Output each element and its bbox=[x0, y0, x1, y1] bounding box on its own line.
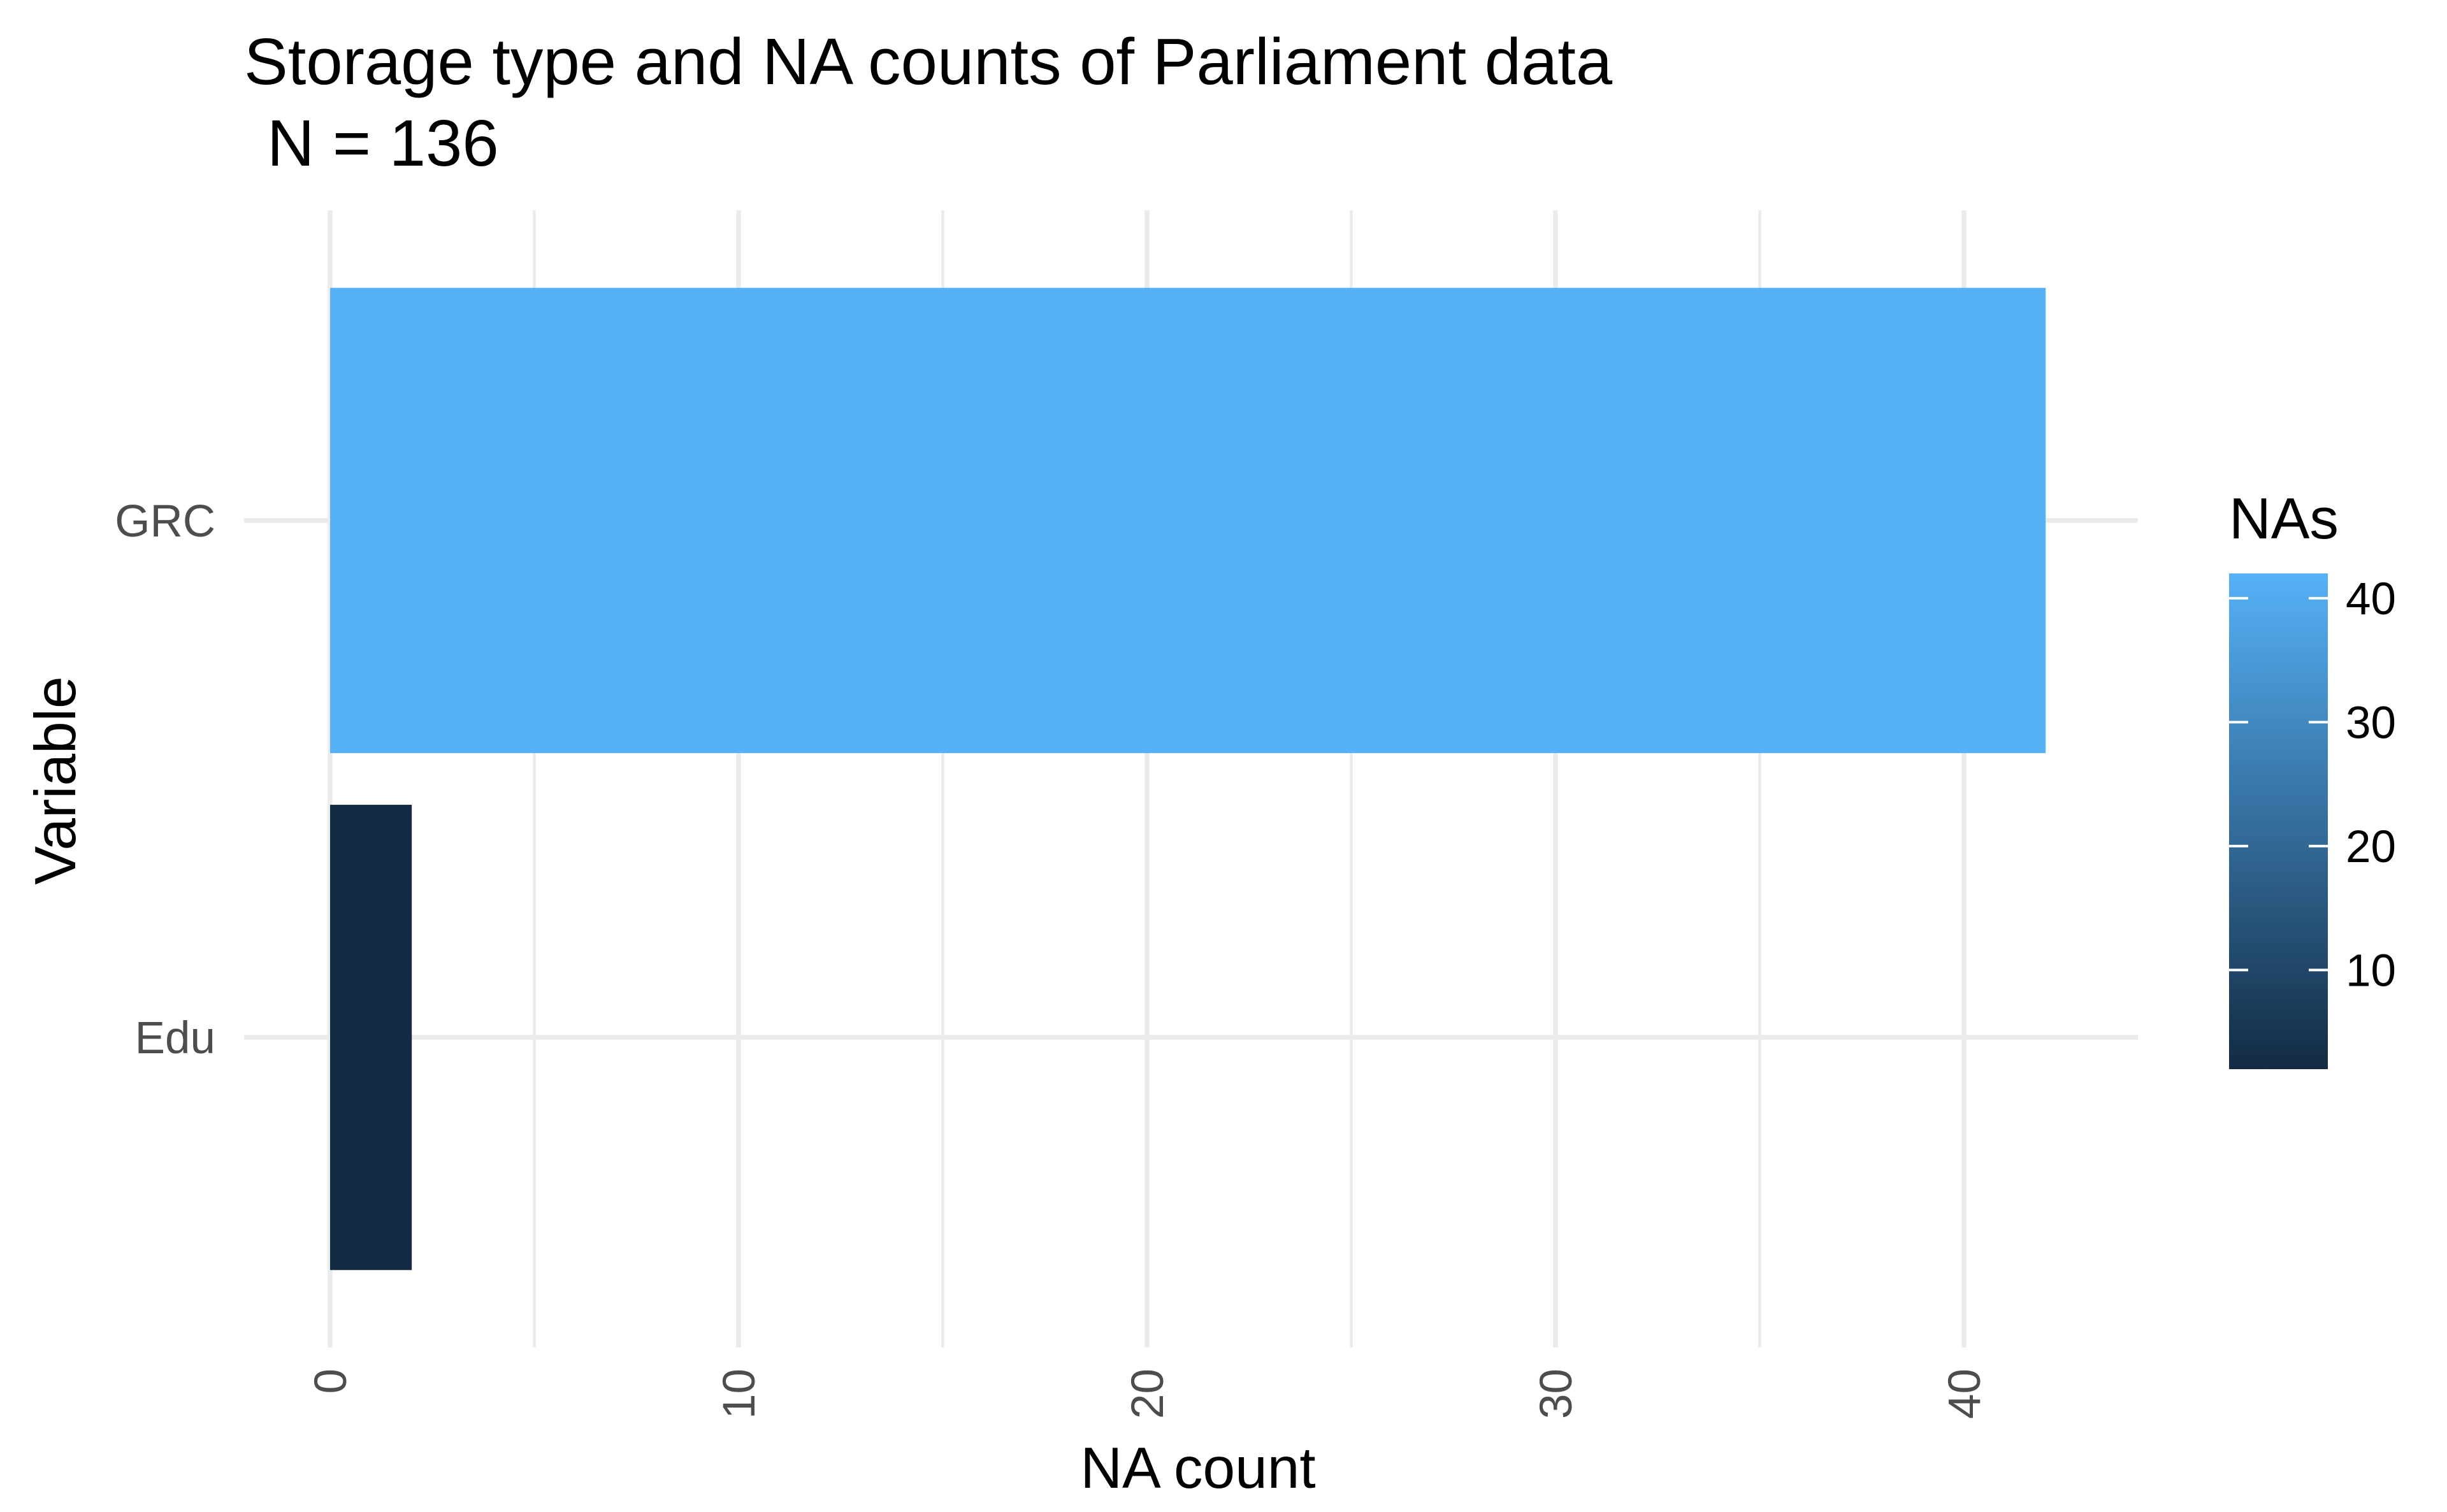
bar-edu bbox=[330, 805, 412, 1271]
legend: NAs 10 20 30 40 bbox=[2229, 487, 2396, 1069]
legend-tick-label: 30 bbox=[2346, 698, 2396, 748]
x-tick-label: 40 bbox=[1940, 1369, 1990, 1419]
legend-colorbar bbox=[2229, 573, 2328, 1069]
y-tick-label: Edu bbox=[135, 1013, 215, 1063]
y-axis-ticks: Edu GRC bbox=[115, 496, 215, 1063]
x-tick-label: 30 bbox=[1531, 1369, 1582, 1419]
x-tick-label: 10 bbox=[714, 1369, 765, 1419]
y-tick-label: GRC bbox=[115, 496, 215, 547]
x-axis-ticks: 0 10 20 30 40 bbox=[306, 1369, 1990, 1419]
x-axis-title: NA count bbox=[1080, 1436, 1315, 1501]
legend-title: NAs bbox=[2229, 487, 2339, 551]
x-tick-label: 0 bbox=[306, 1369, 356, 1394]
y-axis-title: Variable bbox=[24, 676, 88, 884]
bar-grc bbox=[330, 287, 2046, 753]
chart-subtitle-text: N = 136 bbox=[267, 106, 499, 180]
x-tick-label: 20 bbox=[1123, 1369, 1173, 1419]
chart-title: Storage type and NA counts of Parliament… bbox=[244, 25, 1613, 98]
chart-subtitle: N = 136 bbox=[267, 106, 499, 180]
legend-ticks: 10 20 30 40 bbox=[2229, 574, 2396, 996]
legend-tick-label: 10 bbox=[2346, 946, 2396, 996]
bars bbox=[330, 287, 2046, 1271]
legend-tick-label: 20 bbox=[2346, 822, 2396, 872]
legend-tick-label: 40 bbox=[2346, 574, 2396, 624]
